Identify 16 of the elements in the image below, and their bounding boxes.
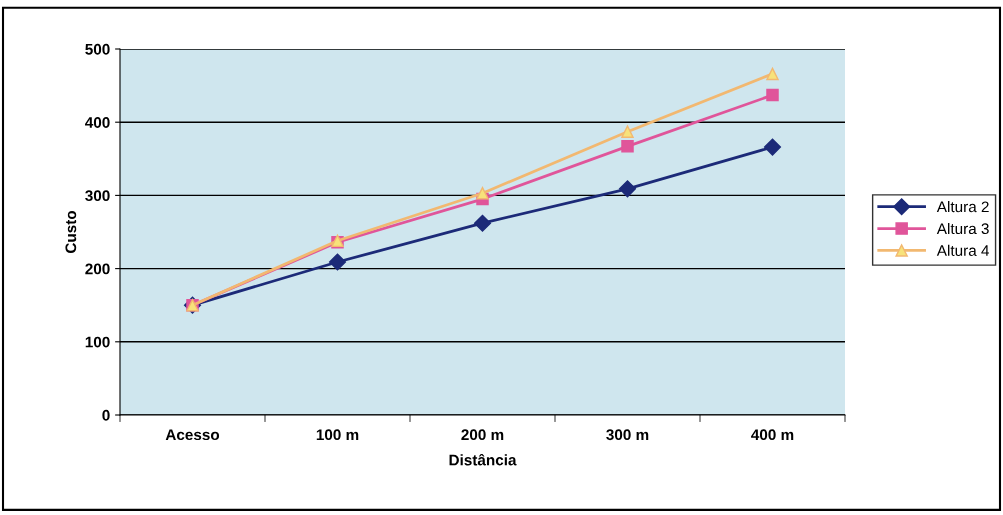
x-tick-label: 300 m (606, 429, 649, 441)
y-tick-label: 500 (85, 43, 110, 55)
x-tick-label: 200 m (461, 429, 504, 441)
x-tick-label: Acesso (165, 429, 220, 441)
legend-label: Altura 2 (936, 201, 989, 213)
y-tick-label: 100 (85, 336, 110, 348)
x-tick-label: 100 m (316, 429, 359, 441)
x-tick-label: 400 m (751, 429, 794, 441)
y-tick-label: 0 (102, 409, 110, 421)
y-tick-label: 300 (85, 190, 110, 202)
y-axis-title: Custo (65, 210, 77, 254)
legend-label: Altura 4 (936, 244, 990, 256)
x-axis-title: Distância (449, 453, 517, 466)
y-tick-label: 200 (85, 263, 110, 275)
y-tick-label: 400 (85, 117, 110, 128)
legend-label: Altura 3 (936, 222, 989, 235)
